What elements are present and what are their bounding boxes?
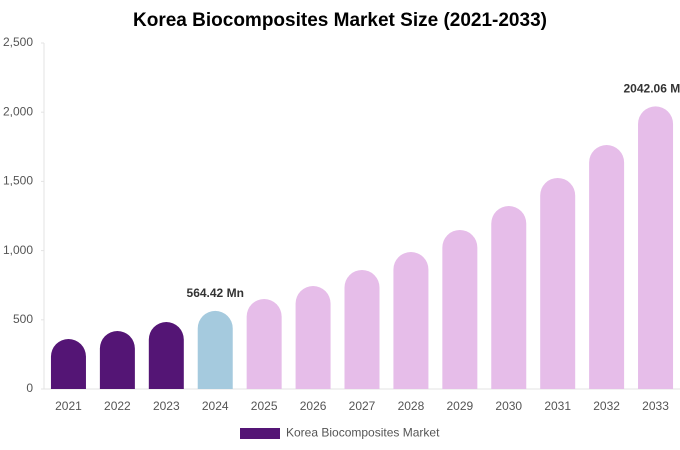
value-label: 2042.06 Mn <box>624 82 680 96</box>
y-tick-label: 0 <box>26 381 33 395</box>
bar <box>99 331 135 389</box>
chart-title: Korea Biocomposites Market Size (2021-20… <box>133 10 547 31</box>
x-tick-label: 2026 <box>300 399 327 413</box>
bar <box>589 145 625 389</box>
x-tick-label: 2033 <box>642 399 669 413</box>
y-tick-label: 500 <box>13 312 33 326</box>
legend-label: Korea Biocomposites Market <box>286 426 440 440</box>
x-tick-label: 2021 <box>55 399 82 413</box>
bar <box>246 299 282 389</box>
bar <box>197 310 233 389</box>
x-tick-label: 2028 <box>398 399 425 413</box>
bar <box>540 177 576 389</box>
x-tick-label: 2031 <box>544 399 571 413</box>
legend-swatch <box>240 428 280 439</box>
x-tick-label: 2030 <box>495 399 522 413</box>
x-tick-label: 2025 <box>251 399 278 413</box>
x-tick-label: 2029 <box>446 399 473 413</box>
x-tick-label: 2023 <box>153 399 180 413</box>
bar <box>148 322 184 389</box>
y-tick-label: 1,500 <box>3 174 33 188</box>
y-tick-label: 1,000 <box>3 243 33 257</box>
bar <box>393 251 429 389</box>
y-tick-label: 2,000 <box>3 104 33 118</box>
bar <box>491 206 527 389</box>
value-label: 564.42 Mn <box>187 286 244 300</box>
y-tick-label: 2,500 <box>3 35 33 49</box>
bar <box>50 339 86 389</box>
x-tick-label: 2032 <box>593 399 620 413</box>
x-tick-label: 2027 <box>349 399 376 413</box>
bar <box>295 286 331 389</box>
bar <box>344 269 380 389</box>
bar <box>442 229 478 389</box>
x-tick-label: 2024 <box>202 399 229 413</box>
bar <box>638 106 674 389</box>
x-tick-label: 2022 <box>104 399 131 413</box>
